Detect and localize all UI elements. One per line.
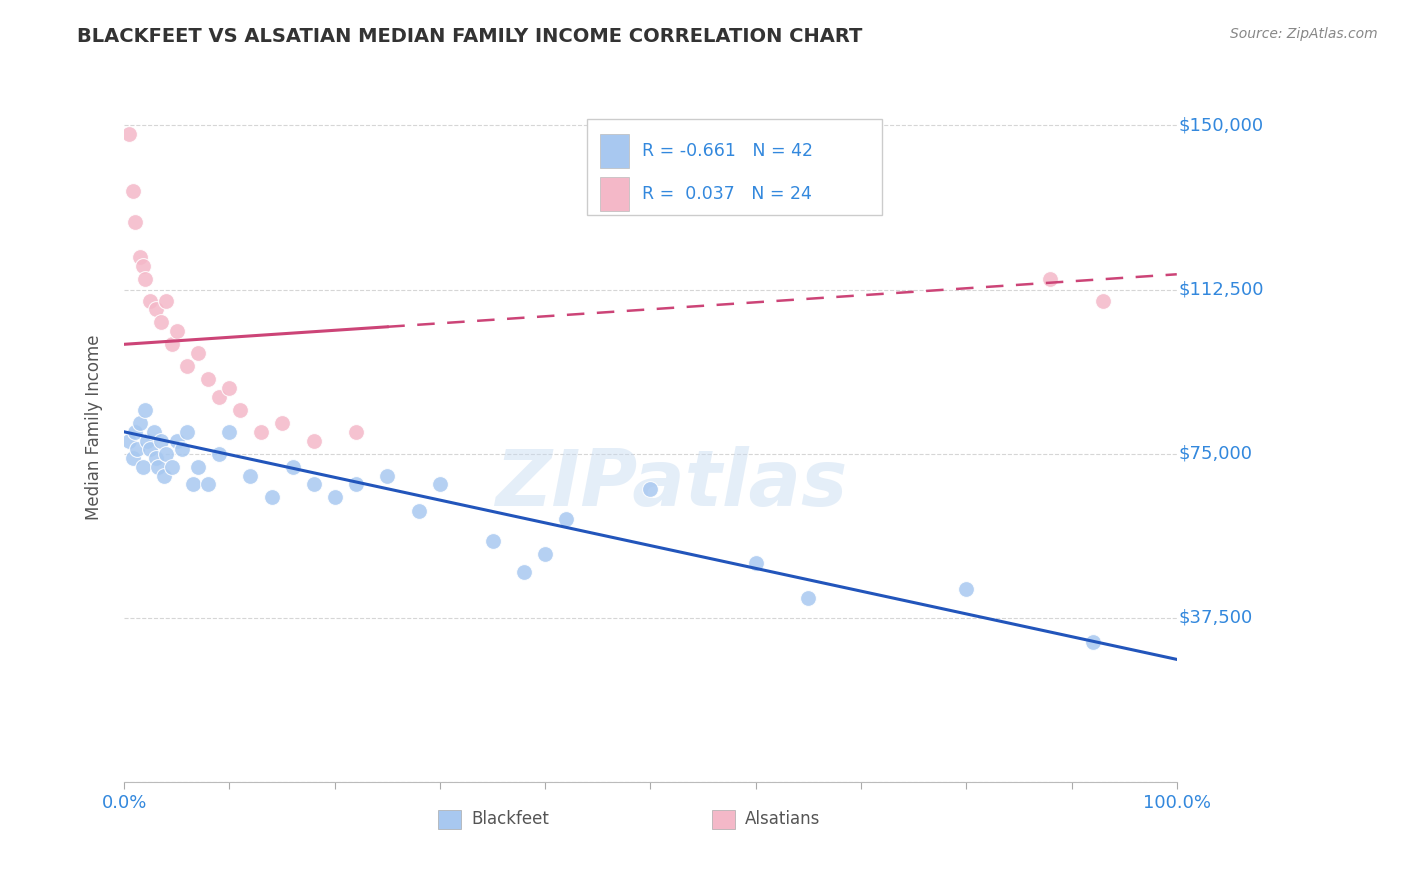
Point — [170, 442, 193, 457]
Point — [197, 477, 219, 491]
Point — [139, 442, 162, 457]
Point — [146, 459, 169, 474]
Point — [121, 184, 143, 198]
Point — [250, 425, 273, 439]
FancyBboxPatch shape — [437, 810, 461, 830]
Point — [281, 459, 304, 474]
Point — [166, 434, 188, 448]
Point — [218, 425, 240, 439]
Point — [125, 442, 148, 457]
Point — [124, 425, 146, 439]
Point — [136, 434, 159, 448]
Point — [1092, 293, 1115, 308]
Point — [124, 215, 146, 229]
Text: $150,000: $150,000 — [1178, 117, 1264, 135]
Point — [302, 434, 325, 448]
Point — [155, 447, 177, 461]
Point — [129, 416, 152, 430]
Point — [187, 346, 209, 360]
Point — [208, 447, 231, 461]
Point — [139, 293, 162, 308]
Point — [132, 459, 155, 474]
Point — [155, 293, 177, 308]
Point — [323, 491, 346, 505]
Point — [160, 337, 183, 351]
Point — [408, 503, 430, 517]
Point — [181, 477, 204, 491]
Point — [302, 477, 325, 491]
Point — [166, 324, 188, 338]
Point — [260, 491, 283, 505]
Text: ZIPatlas: ZIPatlas — [495, 446, 848, 522]
Text: Alsatians: Alsatians — [745, 811, 821, 829]
Text: $112,500: $112,500 — [1178, 281, 1264, 299]
Point — [271, 416, 294, 430]
Point — [429, 477, 451, 491]
Point — [481, 534, 503, 549]
Point — [118, 434, 141, 448]
Point — [145, 302, 167, 317]
Point — [145, 451, 167, 466]
Text: R =  0.037   N = 24: R = 0.037 N = 24 — [643, 185, 811, 202]
Text: BLACKFEET VS ALSATIAN MEDIAN FAMILY INCOME CORRELATION CHART: BLACKFEET VS ALSATIAN MEDIAN FAMILY INCO… — [77, 27, 863, 45]
FancyBboxPatch shape — [711, 810, 735, 830]
Text: R = -0.661   N = 42: R = -0.661 N = 42 — [643, 142, 813, 160]
Point — [513, 565, 536, 579]
Point — [640, 482, 662, 496]
Point — [218, 381, 240, 395]
Point — [744, 556, 766, 570]
Text: Blackfeet: Blackfeet — [471, 811, 550, 829]
Point — [375, 468, 398, 483]
Point — [149, 315, 172, 329]
Point — [797, 591, 820, 606]
Point — [344, 477, 367, 491]
Point — [121, 451, 143, 466]
FancyBboxPatch shape — [600, 177, 630, 211]
Text: $75,000: $75,000 — [1178, 445, 1253, 463]
Point — [176, 359, 198, 374]
Point — [1039, 271, 1062, 285]
Point — [187, 459, 209, 474]
Point — [534, 547, 557, 561]
Point — [142, 425, 165, 439]
Y-axis label: Median Family Income: Median Family Income — [86, 334, 103, 520]
Point — [132, 259, 155, 273]
Point — [1081, 635, 1104, 649]
FancyBboxPatch shape — [600, 134, 630, 168]
Text: $37,500: $37,500 — [1178, 609, 1253, 627]
FancyBboxPatch shape — [588, 119, 882, 215]
Point — [955, 582, 977, 597]
Text: Source: ZipAtlas.com: Source: ZipAtlas.com — [1230, 27, 1378, 41]
Point — [239, 468, 262, 483]
Point — [153, 468, 176, 483]
Point — [197, 372, 219, 386]
Point — [344, 425, 367, 439]
Point — [208, 390, 231, 404]
Point — [229, 403, 252, 417]
Point — [118, 128, 141, 142]
Point — [134, 403, 156, 417]
Point — [160, 459, 183, 474]
Point — [149, 434, 172, 448]
Point — [555, 512, 578, 526]
Point — [134, 271, 156, 285]
Point — [129, 250, 152, 264]
Point — [176, 425, 198, 439]
